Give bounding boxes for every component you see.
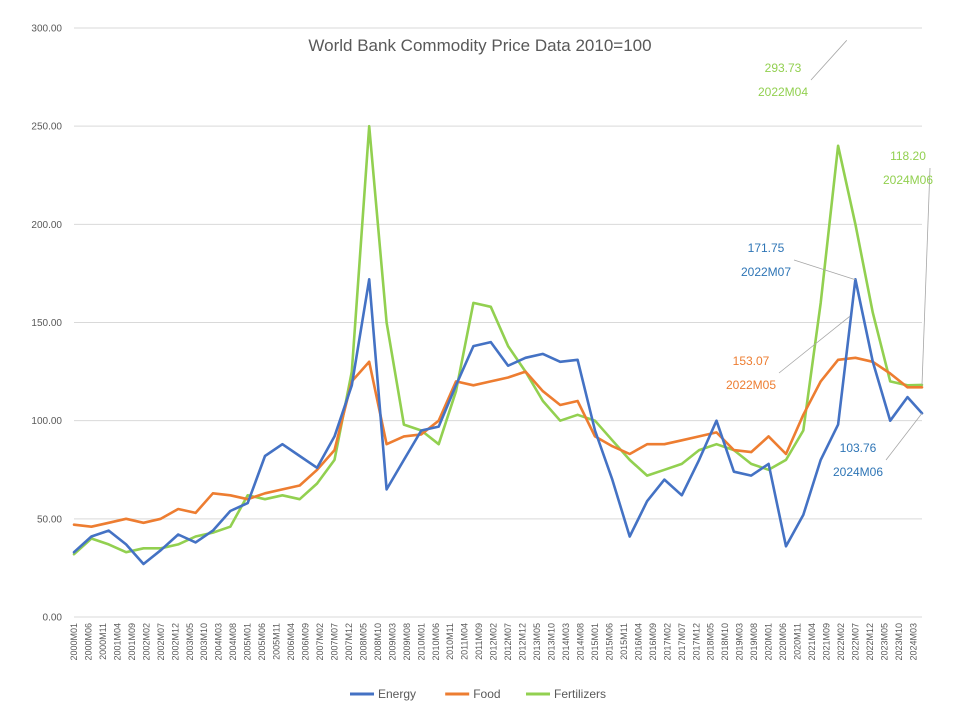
- x-tick-label: 2020M11: [793, 623, 803, 660]
- x-tick-label: 2002M12: [170, 623, 180, 661]
- x-tick-label: 2008M05: [358, 623, 368, 661]
- x-tick-label: 2017M12: [691, 623, 701, 661]
- x-tick-label: 2015M06: [604, 623, 614, 661]
- x-tick-label: 2004M03: [214, 623, 224, 661]
- series-line-fertilizers: [72, 124, 924, 556]
- x-tick-label: 2000M11: [98, 623, 108, 660]
- series-lines: [72, 124, 924, 566]
- x-tick-label: 2006M09: [301, 623, 311, 661]
- annotation-date: 2022M07: [741, 265, 791, 279]
- x-tick-label: 2000M01: [69, 623, 79, 661]
- x-tick-label: 2005M01: [243, 623, 253, 661]
- annotations: 293.73 2022M04 118.20 2024M06 171.75 2022M07 1…: [726, 40, 933, 479]
- y-axis-ticks: 0.00 50.00 100.00 150.00 200.00 250.00 300.00: [31, 24, 62, 624]
- annotation-value: 103.76: [840, 441, 877, 455]
- x-tick-label: 2001M09: [127, 623, 137, 661]
- x-tick-label: 2012M02: [489, 623, 499, 661]
- y-tick-label: 200.00: [31, 220, 62, 231]
- x-tick-label: 2009M03: [387, 623, 397, 661]
- x-tick-label: 2012M12: [518, 623, 528, 661]
- annotation-value: 153.07: [733, 354, 770, 368]
- x-tick-label: 2010M11: [445, 623, 455, 660]
- x-tick-label: 2007M12: [344, 623, 354, 661]
- annotation-date: 2024M06: [883, 173, 933, 187]
- x-tick-label: 2014M08: [575, 623, 585, 661]
- x-tick-label: 2015M01: [590, 623, 600, 661]
- x-tick-label: 2012M07: [503, 623, 513, 661]
- x-tick-label: 2006M04: [286, 623, 296, 661]
- x-tick-label: 2010M01: [416, 623, 426, 661]
- x-tick-label: 2002M07: [156, 623, 166, 661]
- x-tick-label: 2023M10: [894, 623, 904, 661]
- x-tick-label: 2022M02: [836, 623, 846, 661]
- x-tick-label: 2013M05: [532, 623, 542, 661]
- annotation-date: 2022M05: [726, 378, 776, 392]
- legend-label-food: Food: [473, 687, 500, 701]
- x-tick-label: 2022M12: [865, 623, 875, 661]
- x-tick-label: 2008M10: [373, 623, 383, 661]
- x-tick-label: 2005M06: [257, 623, 267, 661]
- x-axis-ticks: 2000M01 2000M06 2000M11 2001M04 2001M09 2002M…: [69, 623, 918, 661]
- y-tick-label: 0.00: [43, 613, 63, 624]
- x-tick-label: 2007M07: [329, 623, 339, 661]
- x-tick-label: 2018M10: [720, 623, 730, 661]
- x-tick-label: 2010M06: [431, 623, 441, 661]
- annotation-leader: [885, 413, 923, 461]
- annotation-date: 2024M06: [833, 465, 883, 479]
- annotation-value: 171.75: [748, 241, 785, 255]
- series-line-energy: [72, 277, 924, 566]
- x-tick-label: 2021M04: [807, 623, 817, 661]
- x-tick-label: 2022M07: [850, 623, 860, 661]
- x-tick-label: 2024M03: [908, 623, 918, 661]
- x-tick-label: 2014M03: [561, 623, 571, 661]
- annotation-leader: [778, 316, 850, 374]
- x-tick-label: 2019M03: [735, 623, 745, 661]
- x-tick-label: 2004M08: [228, 623, 238, 661]
- y-tick-label: 50.00: [37, 514, 62, 525]
- annotation-value: 118.20: [890, 149, 926, 163]
- legend-label-energy: Energy: [378, 687, 416, 701]
- x-tick-label: 2015M11: [619, 623, 629, 660]
- annotation-leader: [921, 167, 931, 385]
- chart-title: World Bank Commodity Price Data 2010=100: [308, 36, 651, 55]
- y-tick-label: 250.00: [31, 122, 62, 133]
- x-tick-label: 2009M08: [402, 623, 412, 661]
- x-tick-label: 2017M02: [662, 623, 672, 661]
- annotation-leader: [793, 259, 856, 281]
- x-tick-label: 2002M02: [141, 623, 151, 661]
- x-tick-label: 2011M04: [460, 623, 470, 660]
- x-tick-label: 2013M10: [547, 623, 557, 661]
- x-tick-label: 2023M05: [879, 623, 889, 661]
- x-tick-label: 2021M09: [821, 623, 831, 661]
- gridlines: [74, 27, 922, 618]
- x-tick-label: 2016M09: [648, 623, 658, 661]
- annotation-value: 293.73: [765, 61, 802, 75]
- x-tick-label: 2020M06: [778, 623, 788, 661]
- y-tick-label: 150.00: [31, 318, 62, 329]
- series-line-food: [72, 356, 924, 529]
- annotation-date: 2022M04: [758, 85, 808, 99]
- x-tick-label: 2018M05: [706, 623, 716, 661]
- y-tick-label: 300.00: [31, 24, 62, 35]
- annotation-leader: [810, 40, 848, 81]
- x-tick-label: 2011M09: [474, 623, 484, 660]
- x-tick-label: 2019M08: [749, 623, 759, 661]
- x-tick-label: 2003M05: [185, 623, 195, 661]
- x-tick-label: 2000M06: [83, 623, 93, 661]
- x-tick-label: 2003M10: [199, 623, 209, 661]
- x-tick-label: 2001M04: [112, 623, 122, 661]
- x-tick-label: 2007M02: [315, 623, 325, 661]
- x-tick-label: 2020M01: [764, 623, 774, 661]
- y-tick-label: 100.00: [31, 416, 62, 427]
- x-tick-label: 2017M07: [677, 623, 687, 661]
- legend: Energy Food Fertilizers: [350, 687, 606, 701]
- legend-label-fertilizers: Fertilizers: [554, 687, 606, 701]
- x-tick-label: 2005M11: [272, 623, 282, 660]
- x-tick-label: 2016M04: [633, 623, 643, 661]
